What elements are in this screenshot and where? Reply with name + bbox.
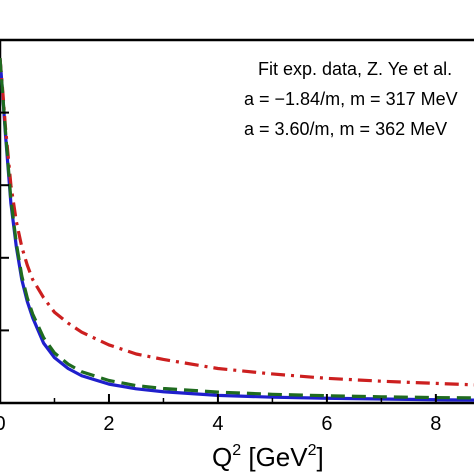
legend-entry-3: a = 3.60/m, m = 362 MeV <box>244 119 447 139</box>
legend-entry-1: Fit exp. data, Z. Ye et al. <box>258 59 452 79</box>
x-tick-label: 0 <box>0 413 6 435</box>
series-line-2 <box>0 58 474 387</box>
x-tick-label: 2 <box>103 413 114 435</box>
legend-entry-2: a = −1.84/m, m = 317 MeV <box>244 89 458 109</box>
axis-ticks: 0 2 4 6 8 <box>0 111 441 435</box>
x-tick-label: 4 <box>212 413 223 435</box>
x-axis-title: Q2 [GeV2] <box>212 442 324 472</box>
series-line-1 <box>0 58 474 402</box>
plot-frame <box>0 38 474 405</box>
x-tick-label: 6 <box>321 413 332 435</box>
x-tick-label: 8 <box>430 413 441 435</box>
series-line-3 <box>0 58 474 400</box>
curves <box>0 58 474 402</box>
